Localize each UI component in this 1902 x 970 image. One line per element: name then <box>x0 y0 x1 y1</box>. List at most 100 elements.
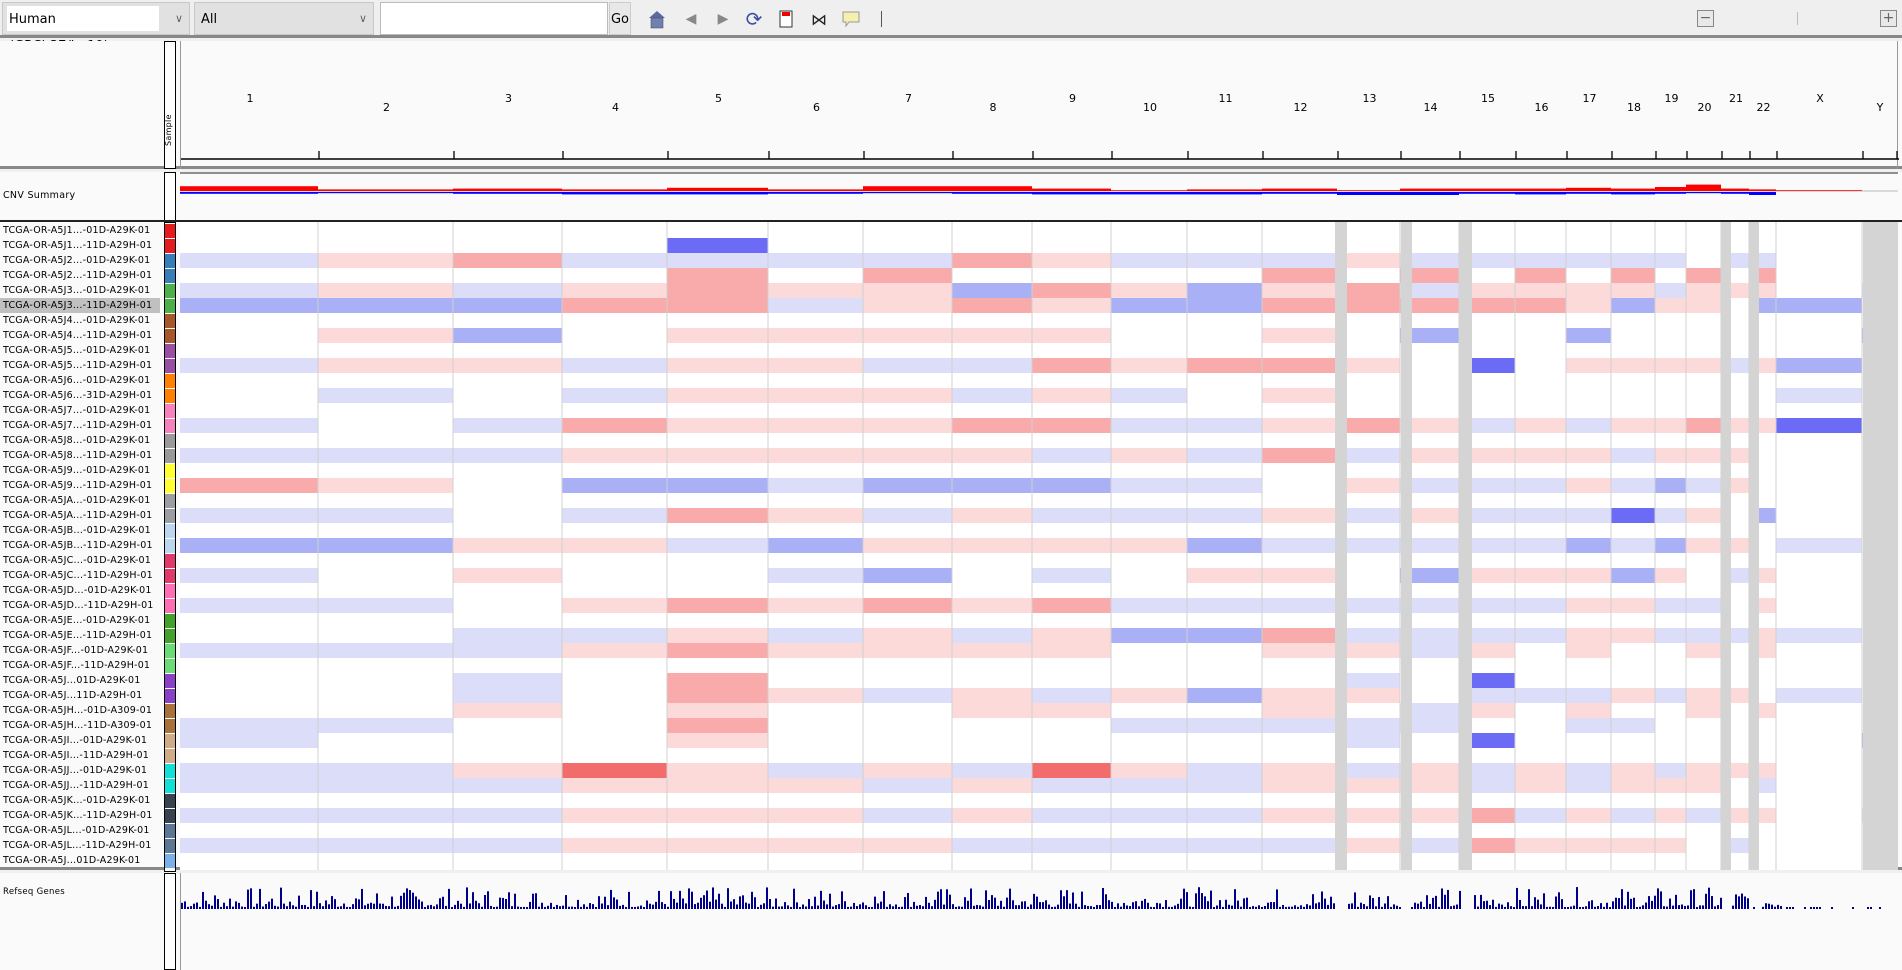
sample-color-swatch[interactable] <box>165 239 175 254</box>
sample-name[interactable]: TCGA-OR-A5J...01D-A29K-01 <box>3 675 141 686</box>
sample-color-swatch[interactable] <box>165 419 175 434</box>
sample-color-swatch[interactable] <box>165 494 175 509</box>
sample-name[interactable]: TCGA-OR-A5JL...-01D-A29K-01 <box>3 825 150 836</box>
sample-color-swatch[interactable] <box>165 284 175 299</box>
sample-name[interactable]: TCGA-OR-A5J9...-01D-A29K-01 <box>3 465 151 476</box>
sample-name[interactable]: TCGA-OR-A5J8...-11D-A29H-01 <box>3 450 153 461</box>
sample-name[interactable]: TCGA-OR-A5JD...-11D-A29H-01 <box>3 600 154 611</box>
chromosome-label-14[interactable]: 14 <box>1423 101 1438 114</box>
chromosome-label-13[interactable]: 13 <box>1362 92 1377 105</box>
sample-color-swatch[interactable] <box>165 629 175 644</box>
chromosome-ruler[interactable]: 1 2 3 4 5 6 7 8 9 10 11 12 13 14 15 16 17 18 19 20 21 22 X Y <box>180 41 1899 169</box>
sample-color-swatch[interactable] <box>165 389 175 404</box>
chromosome-label-1[interactable]: 1 <box>246 92 254 105</box>
sample-name[interactable]: TCGA-OR-A5J3...-01D-A29K-01 <box>3 285 151 296</box>
sample-name[interactable]: TCGA-OR-A5JL...-11D-A29H-01 <box>3 840 152 851</box>
chromosome-label-5[interactable]: 5 <box>715 92 722 105</box>
sample-color-swatch[interactable] <box>165 809 175 824</box>
sample-name[interactable]: TCGA-OR-A5JB...-11D-A29H-01 <box>3 540 153 551</box>
sample-color-swatch[interactable] <box>165 524 175 539</box>
sample-color-swatch[interactable] <box>165 434 175 449</box>
zoom-in-button[interactable]: + <box>1880 10 1897 27</box>
sample-name[interactable]: TCGA-OR-A5JJ...-01D-A29K-01 <box>3 765 148 776</box>
chromosome-label-18[interactable]: 18 <box>1627 101 1641 114</box>
sample-color-swatch[interactable] <box>165 779 175 794</box>
attribute-header[interactable]: Sample <box>164 41 176 169</box>
sample-color-swatch[interactable] <box>165 254 175 269</box>
chromosome-label-12[interactable]: 12 <box>1293 101 1308 114</box>
chromosome-label-6[interactable]: 6 <box>813 101 820 114</box>
sample-name[interactable]: TCGA-OR-A5J6...-31D-A29H-01 <box>3 390 153 401</box>
sample-color-swatch[interactable] <box>165 314 175 329</box>
sample-name[interactable]: TCGA-OR-A5JE...-01D-A29K-01 <box>3 615 151 626</box>
sample-name[interactable]: TCGA-OR-A5J5...-11D-A29H-01 <box>3 360 153 371</box>
sample-color-swatch[interactable] <box>165 569 175 584</box>
chromosome-label-9[interactable]: 9 <box>1069 92 1076 105</box>
sample-color-swatch[interactable] <box>165 464 175 479</box>
sample-color-swatch[interactable] <box>165 614 175 629</box>
sample-name[interactable]: TCGA-OR-A5JE...-11D-A29H-01 <box>3 630 153 641</box>
locus-dropdown[interactable]: All ∨ <box>194 2 374 35</box>
sample-color-swatch[interactable] <box>165 794 175 809</box>
sample-color-swatch[interactable] <box>165 329 175 344</box>
sample-color-swatch[interactable] <box>165 509 175 524</box>
chromosome-label-19[interactable]: 19 <box>1664 92 1679 105</box>
sample-name[interactable]: TCGA-OR-A5J2...-01D-A29K-01 <box>3 255 151 266</box>
chromosome-label-7[interactable]: 7 <box>905 92 912 105</box>
forward-arrow-icon[interactable]: ▶ <box>717 11 729 27</box>
chromosome-label-15[interactable]: 15 <box>1481 92 1495 105</box>
sample-color-swatch[interactable] <box>165 269 175 284</box>
chromosome-label-22[interactable]: 22 <box>1756 101 1771 114</box>
sample-color-swatch[interactable] <box>165 734 175 749</box>
chromosome-label-11[interactable]: 11 <box>1218 92 1233 105</box>
sample-name[interactable]: TCGA-OR-A5JI...-11D-A29H-01 <box>3 750 150 761</box>
sample-name[interactable]: TCGA-OR-A5J6...-01D-A29K-01 <box>3 375 151 386</box>
zoom-out-button[interactable]: − <box>1697 10 1714 27</box>
resize-to-window-icon[interactable]: ⋈ <box>811 9 827 29</box>
sample-color-swatch[interactable] <box>165 764 175 779</box>
sample-name[interactable]: TCGA-OR-A5JH...-01D-A309-01 <box>3 705 153 716</box>
sample-color-swatch[interactable] <box>165 374 175 389</box>
sample-color-swatch[interactable] <box>165 449 175 464</box>
sample-name[interactable]: TCGA-OR-A5JJ...-11D-A29H-01 <box>3 780 150 791</box>
sample-name[interactable]: TCGA-OR-A5J8...-01D-A29K-01 <box>3 435 151 446</box>
sample-color-swatch[interactable] <box>165 854 175 869</box>
sample-color-swatch[interactable] <box>165 359 175 374</box>
chromosome-label-8[interactable]: 8 <box>989 101 997 114</box>
sample-name[interactable]: TCGA-OR-A5JK...-11D-A29H-01 <box>3 810 153 821</box>
sample-color-swatch[interactable] <box>165 539 175 554</box>
chromosome-label-3[interactable]: 3 <box>505 92 512 105</box>
sample-name[interactable]: TCGA-OR-A5J7...-01D-A29K-01 <box>3 405 151 416</box>
sample-color-swatch[interactable] <box>165 674 175 689</box>
popup-info-icon[interactable] <box>840 8 862 30</box>
sample-name[interactable]: TCGA-OR-A5J3...-11D-A29H-01 <box>0 298 160 313</box>
sample-color-swatch[interactable] <box>165 704 175 719</box>
zoom-slider[interactable] <box>1797 12 1798 25</box>
sample-name[interactable]: TCGA-OR-A5J4...-01D-A29K-01 <box>3 315 151 326</box>
sample-name[interactable]: TCGA-OR-A5JK...-01D-A29K-01 <box>3 795 151 806</box>
home-icon[interactable] <box>646 8 668 30</box>
sample-color-swatch[interactable] <box>165 824 175 839</box>
sample-name[interactable]: TCGA-OR-A5JB...-01D-A29K-01 <box>3 525 151 536</box>
sample-name[interactable]: TCGA-OR-A5J1...-01D-A29K-01 <box>3 225 151 236</box>
sample-color-swatch[interactable] <box>165 404 175 419</box>
sample-name[interactable]: TCGA-OR-A5JI...-01D-A29K-01 <box>3 735 148 746</box>
sample-color-swatch[interactable] <box>165 689 175 704</box>
sample-name[interactable]: TCGA-OR-A5JC...-01D-A29K-01 <box>3 555 151 566</box>
sample-color-swatch[interactable] <box>165 644 175 659</box>
sample-name[interactable]: TCGA-OR-A5JD...-01D-A29K-01 <box>3 585 152 596</box>
chromosome-label-Y[interactable]: Y <box>1876 101 1884 114</box>
sample-name[interactable]: TCGA-OR-A5J4...-11D-A29H-01 <box>3 330 153 341</box>
sample-name[interactable]: TCGA-OR-A5J...11D-A29H-01 <box>3 690 143 701</box>
sample-name[interactable]: TCGA-OR-A5JF...-01D-A29K-01 <box>3 645 149 656</box>
chromosome-label-20[interactable]: 20 <box>1697 101 1712 114</box>
chromosome-label-2[interactable]: 2 <box>383 101 390 114</box>
sample-name[interactable]: TCGA-OR-A5JH...-11D-A309-01 <box>3 720 153 731</box>
sample-color-swatch[interactable] <box>165 659 175 674</box>
chromosome-label-16[interactable]: 16 <box>1534 101 1549 114</box>
sample-color-swatch[interactable] <box>165 749 175 764</box>
sample-color-swatch[interactable] <box>165 224 175 239</box>
sample-name[interactable]: TCGA-OR-A5J9...-11D-A29H-01 <box>3 480 153 491</box>
sample-name[interactable]: TCGA-OR-A5J...01D-A29K-01 <box>3 855 141 866</box>
sample-name[interactable]: TCGA-OR-A5JC...-11D-A29H-01 <box>3 570 153 581</box>
